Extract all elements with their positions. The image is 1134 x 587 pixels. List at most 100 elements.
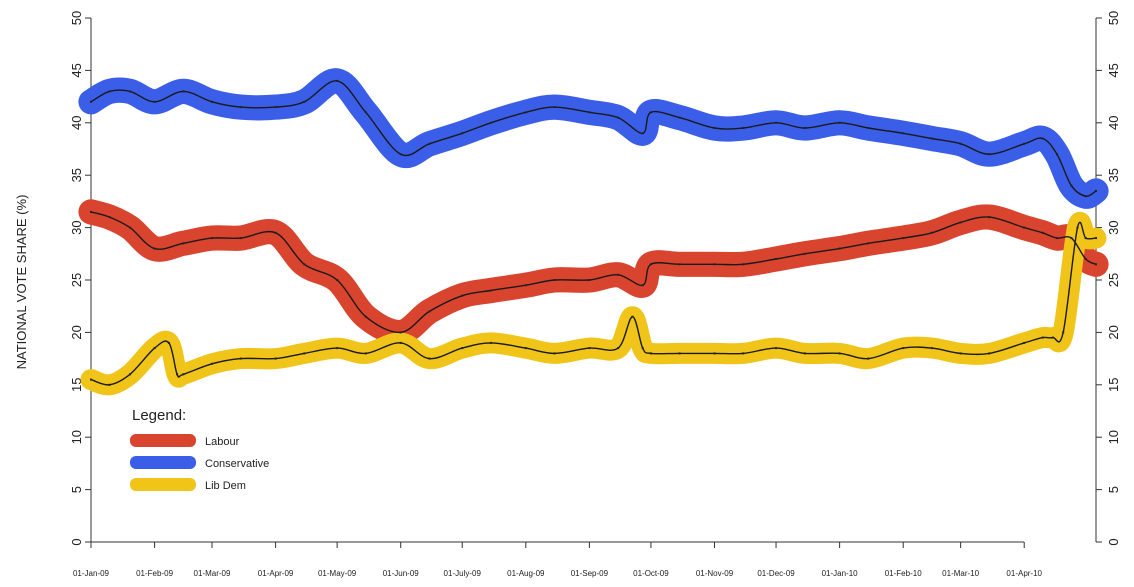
point-labour	[399, 331, 402, 334]
y-tick-label-left: 30	[69, 220, 84, 234]
point-labour	[303, 263, 306, 266]
point-conservative	[713, 127, 716, 129]
legend-swatch-conservative	[130, 456, 196, 469]
point-lib-dem	[428, 357, 431, 360]
point-labour	[274, 231, 277, 234]
point-lib-dem	[274, 357, 277, 360]
point-lib-dem	[182, 373, 185, 376]
x-tick-label: 01-Jun-09	[383, 569, 420, 578]
y-tick-label-left: 40	[69, 116, 84, 130]
point-labour	[678, 263, 681, 266]
point-conservative	[1056, 153, 1058, 156]
point-conservative	[399, 153, 402, 156]
x-tick-label: 01-Mar-09	[194, 569, 231, 578]
point-conservative	[930, 137, 933, 140]
point-labour	[902, 237, 905, 240]
point-labour	[775, 258, 777, 260]
y-tick-label-right: 15	[1106, 378, 1121, 392]
point-conservative	[239, 106, 242, 109]
point-labour	[867, 242, 870, 245]
point-labour	[108, 216, 111, 219]
point-conservative	[838, 121, 841, 124]
legend-swatch-lib-dem	[130, 478, 196, 491]
point-conservative	[641, 132, 644, 135]
point-labour	[803, 252, 806, 255]
point-labour	[988, 216, 991, 219]
point-lib-dem	[129, 373, 131, 376]
point-lib-dem	[399, 341, 402, 344]
point-labour	[553, 279, 556, 281]
x-tick-label: 01-Apr-09	[258, 569, 294, 578]
point-lib-dem	[1051, 336, 1054, 339]
y-tick-label-right: 10	[1106, 430, 1121, 444]
point-labour	[336, 279, 339, 281]
legend-swatch-labour	[130, 434, 196, 447]
point-labour	[1023, 226, 1026, 229]
point-conservative	[182, 90, 185, 93]
point-lib-dem	[1023, 341, 1026, 344]
point-lib-dem	[1062, 331, 1065, 334]
point-lib-dem	[617, 347, 620, 350]
point-conservative	[1084, 195, 1087, 198]
x-tick-label: 01-Nov-09	[696, 569, 734, 578]
point-labour	[182, 242, 185, 245]
point-lib-dem	[553, 352, 556, 355]
point-conservative	[678, 116, 681, 119]
point-conservative	[553, 106, 556, 109]
legend-title: Legend:	[132, 407, 186, 424]
y-tick-label-right: 40	[1106, 116, 1121, 130]
point-conservative	[959, 142, 962, 145]
point-lib-dem	[461, 347, 464, 350]
trend-lines	[90, 79, 1097, 386]
point-conservative	[489, 121, 492, 124]
point-conservative	[274, 106, 277, 109]
x-tick-label: 01-Feb-10	[885, 569, 922, 578]
y-tick-label-right: 20	[1106, 325, 1121, 339]
legend-label-labour: Labour	[205, 436, 240, 448]
axes-group: 0 0 5 5 10 10 15 15 20 20 25 25 30 30 35 35 40 40 45 45 50 50…	[69, 11, 1121, 578]
point-labour	[239, 237, 242, 240]
point-lib-dem	[803, 352, 806, 355]
point-lib-dem	[1041, 336, 1044, 339]
point-lib-dem	[678, 352, 681, 355]
point-lib-dem	[867, 357, 870, 360]
point-lib-dem	[1084, 237, 1087, 240]
point-lib-dem	[838, 352, 841, 355]
point-conservative	[742, 127, 745, 129]
point-lib-dem	[930, 347, 933, 350]
x-tick-label: 01-Sep-09	[571, 569, 609, 578]
y-axis-label: NATIONAL VOTE SHARE (%)	[14, 195, 29, 370]
point-lib-dem	[176, 373, 179, 376]
point-lib-dem	[988, 352, 991, 355]
point-labour	[838, 247, 841, 250]
point-conservative	[775, 121, 777, 124]
point-lib-dem	[1095, 237, 1097, 240]
point-lib-dem	[742, 352, 745, 355]
point-lib-dem	[239, 357, 242, 360]
point-labour	[489, 289, 492, 292]
point-conservative	[428, 142, 431, 145]
point-conservative	[988, 153, 991, 156]
x-tick-label: 01-Dec-09	[757, 569, 795, 578]
point-labour	[1041, 231, 1044, 234]
point-lib-dem	[303, 352, 306, 355]
point-labour	[649, 263, 652, 266]
point-conservative	[588, 111, 591, 114]
point-conservative	[902, 132, 905, 135]
trend-line-conservative	[90, 80, 1097, 197]
y-tick-label-right: 30	[1106, 220, 1121, 234]
x-tick-label: 01-July-09	[444, 569, 482, 578]
point-labour	[524, 284, 527, 287]
point-conservative	[803, 127, 806, 129]
point-lib-dem	[713, 352, 716, 355]
point-conservative	[1041, 137, 1044, 140]
point-labour	[129, 226, 131, 229]
x-tick-label: 01-Mar-10	[942, 569, 979, 578]
point-conservative	[461, 132, 464, 135]
y-tick-label-right: 5	[1106, 486, 1121, 493]
y-tick-label-left: 20	[69, 325, 84, 339]
y-tick-label-left: 5	[69, 486, 84, 493]
y-tick-label-left: 35	[69, 168, 84, 182]
band-conservative	[78, 68, 1109, 209]
